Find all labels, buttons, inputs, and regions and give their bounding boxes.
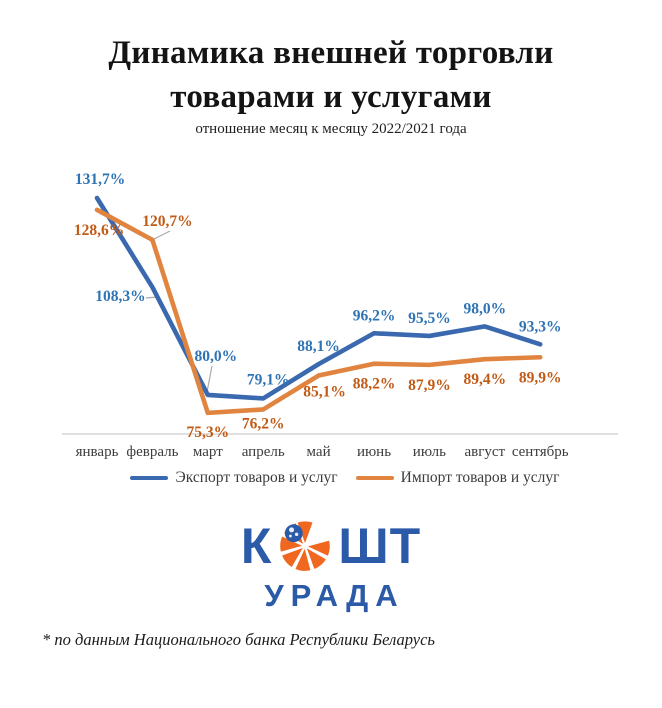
coin-wedge-4 (279, 544, 308, 570)
data-label-import-8: 89,9% (519, 369, 562, 386)
legend-swatch-export (130, 476, 169, 481)
x-axis-label-3: апрель (242, 444, 285, 460)
source-footnote: * по данным Национального банка Республи… (42, 630, 435, 650)
legend-item-export: Экспорт товаров и услуг (130, 469, 338, 487)
data-label-export-4: 88,1% (297, 338, 340, 355)
data-label-import-5: 88,2% (353, 376, 396, 393)
data-label-export-2: 80,0% (194, 348, 237, 365)
data-label-export-8: 93,3% (519, 318, 562, 335)
coin-wedge-2 (303, 544, 329, 572)
coin-wedge-5 (278, 534, 309, 555)
import-line (94, 207, 543, 416)
data-label-export-6: 95,5% (408, 310, 451, 327)
data-label-export-3: 79,1% (247, 371, 290, 388)
data-label-export-1: 108,3% (95, 288, 145, 305)
data-label-import-7: 89,4% (463, 371, 506, 388)
chart-subtitle: отношение месяц к месяцу 2022/2021 года (195, 121, 467, 138)
chart-title: Динамика внешней торговли товарами и усл… (108, 35, 554, 115)
globe-dot-0 (289, 527, 295, 533)
x-axis-label-4: май (307, 444, 331, 460)
logo-letter-k: К (240, 518, 273, 575)
data-label-import-4: 85,1% (303, 384, 346, 401)
legend-swatch-import (355, 476, 394, 481)
data-label-import-0: 128,6% (74, 222, 124, 239)
trade-dynamics-line-chart: январь февраль март апрель май июнь июль август… (62, 171, 618, 460)
globe-dot-2 (289, 534, 293, 538)
segmented-coin-icon (278, 519, 333, 573)
x-axis-label-1: февраль (126, 444, 178, 460)
infographic-page: Динамика внешней торговли товарами и усл… (0, 32, 662, 708)
globe-dot-1 (295, 532, 299, 537)
data-label-export-0: 131,7% (75, 171, 125, 188)
x-axis-label-8: сентябрь (512, 444, 569, 460)
label-leader-line-2 (206, 365, 213, 393)
data-label-import-1: 120,7% (142, 213, 192, 230)
coin-hub (303, 543, 308, 549)
globe-icon (285, 524, 304, 543)
logo-word-bottom: УРАДА (264, 578, 405, 614)
label-leader-line-1 (153, 230, 171, 240)
x-axis-label-5: июнь (357, 444, 391, 460)
export-line (94, 195, 543, 401)
data-label-export-7: 98,0% (463, 300, 506, 317)
x-axis-label-6: июль (413, 444, 446, 460)
data-label-import-3: 76,2% (242, 416, 285, 433)
kosht-urada-logo: К ШТ УРАДА (0, 517, 662, 611)
coin-wedge-1 (302, 538, 333, 559)
x-axis-label-7: август (464, 444, 505, 460)
legend-label-export: Экспорт товаров и услуг (175, 469, 338, 487)
logo-letters-sht: ШТ (338, 518, 422, 575)
data-label-import-2: 75,3% (186, 424, 229, 441)
x-axis-label-2: март (193, 444, 223, 460)
chart-legend: Экспорт товаров и услуг Импорт товаров и … (14, 469, 662, 487)
logo-word-top: К ШТ (0, 517, 662, 573)
x-axis-label-0: январь (76, 444, 119, 460)
data-label-export-5: 96,2% (353, 307, 396, 324)
legend-label-import: Импорт товаров и услуг (400, 469, 560, 487)
legend-item-import: Импорт товаров и услуг (355, 469, 560, 487)
data-label-import-6: 87,9% (408, 377, 451, 394)
coin-wedge-3 (293, 543, 314, 573)
